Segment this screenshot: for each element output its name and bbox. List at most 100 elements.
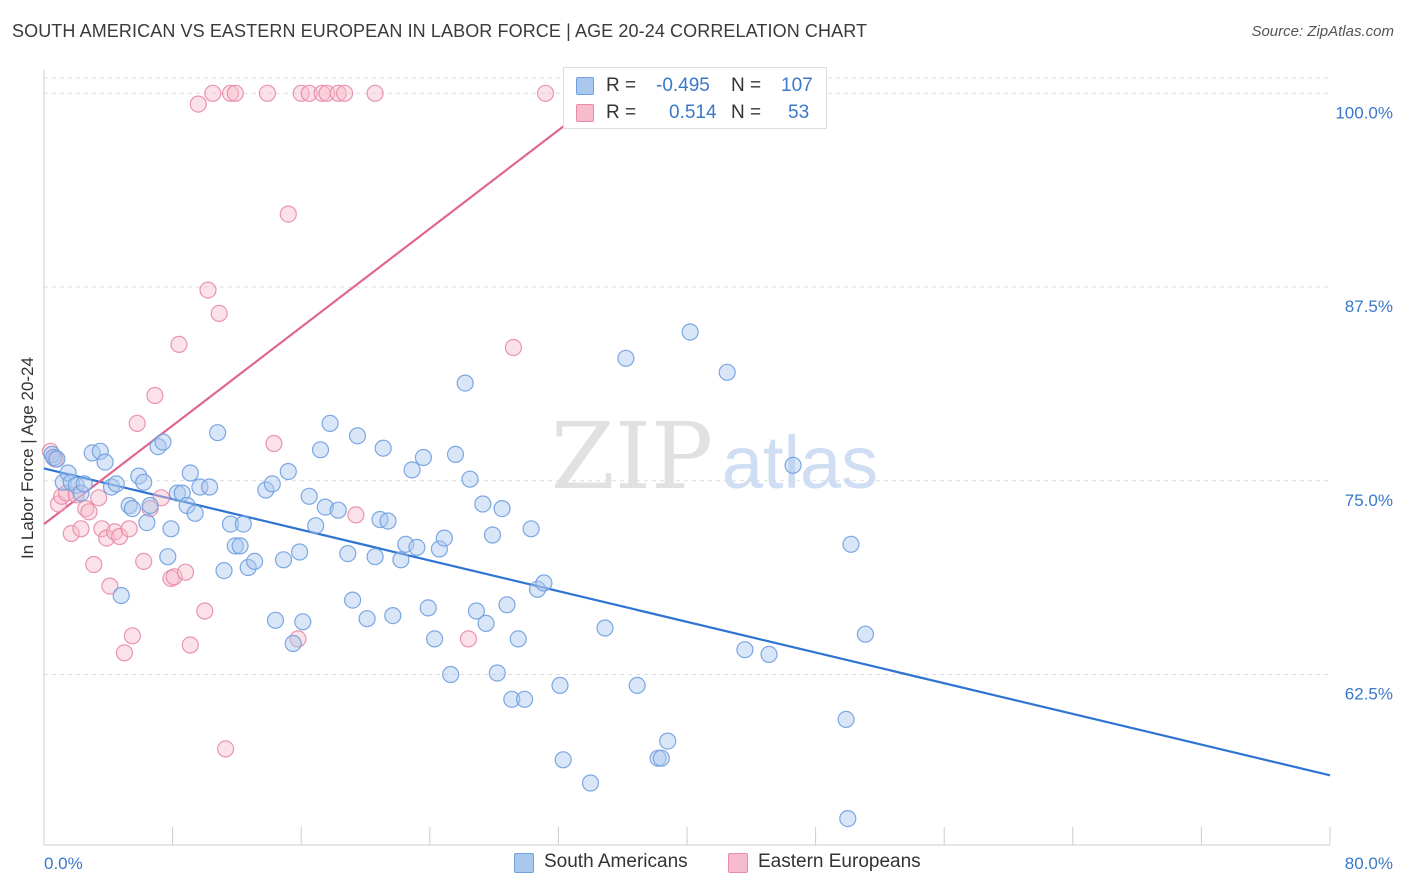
eastern-european-point bbox=[279, 205, 297, 223]
eastern-european-point bbox=[115, 644, 134, 662]
south-american-point bbox=[284, 634, 302, 653]
south-american-point bbox=[112, 586, 130, 605]
south-american-point bbox=[509, 630, 527, 648]
eastern-european-point bbox=[210, 304, 228, 322]
south-american-point bbox=[138, 513, 156, 532]
south-american-point bbox=[123, 500, 141, 518]
south-american-point bbox=[294, 613, 312, 631]
south-american-point bbox=[59, 464, 77, 482]
eastern-european-point bbox=[217, 740, 235, 758]
south-american-point bbox=[384, 606, 402, 625]
eastern-european-point bbox=[120, 520, 138, 538]
legend-swatch-eastern-europeans bbox=[576, 104, 594, 122]
south-american-point bbox=[430, 540, 448, 558]
y-tick-label: 75.0% bbox=[1345, 491, 1393, 510]
south-american-point bbox=[652, 749, 670, 767]
south-american-point bbox=[488, 664, 506, 682]
eastern-european-point bbox=[90, 489, 108, 507]
south-american-point bbox=[300, 487, 318, 505]
south-american-point bbox=[181, 464, 199, 482]
south-american-point bbox=[257, 481, 275, 499]
points-layer bbox=[41, 84, 875, 828]
south-american-point bbox=[551, 676, 569, 695]
eastern-european-point bbox=[329, 84, 347, 102]
south-american-point bbox=[528, 580, 547, 598]
south-american-point bbox=[226, 537, 244, 555]
south-american-point bbox=[467, 602, 485, 620]
south-american-point bbox=[149, 438, 167, 456]
south-american-point bbox=[442, 665, 460, 684]
eastern-european-point bbox=[347, 506, 365, 524]
eastern-european-point bbox=[176, 563, 195, 581]
south-american-point bbox=[760, 645, 778, 664]
eastern-european-point bbox=[181, 636, 199, 654]
y-axis-label: In Labor Force | Age 20-24 bbox=[18, 357, 37, 559]
eastern-european-point bbox=[106, 523, 124, 541]
eastern-european-point bbox=[146, 386, 164, 405]
south-american-point bbox=[581, 774, 600, 792]
south-american-point bbox=[191, 478, 209, 496]
south-american-point bbox=[366, 548, 384, 566]
south-american-point bbox=[477, 614, 495, 633]
south-american-point bbox=[498, 596, 516, 614]
south-american-point bbox=[321, 414, 339, 432]
south-american-point bbox=[329, 501, 347, 519]
south-american-point bbox=[554, 751, 572, 769]
south-american-point bbox=[263, 475, 281, 493]
south-american-point bbox=[75, 475, 93, 493]
south-american-point bbox=[842, 535, 860, 553]
eastern-european-point bbox=[80, 503, 98, 521]
south-american-point bbox=[456, 374, 474, 392]
south-american-point bbox=[209, 424, 227, 442]
south-american-point bbox=[403, 461, 421, 479]
eastern-european-point bbox=[170, 335, 188, 353]
south-american-point bbox=[62, 473, 80, 491]
south-american-point bbox=[316, 498, 334, 516]
south-american-point bbox=[535, 574, 553, 592]
south-american-point bbox=[120, 496, 138, 515]
eastern-european-point bbox=[135, 552, 153, 571]
south-american-point bbox=[239, 558, 257, 577]
eastern-european-point bbox=[265, 434, 283, 453]
south-american-point bbox=[274, 551, 293, 569]
south-american-point bbox=[718, 363, 736, 381]
south-american-point bbox=[493, 500, 511, 518]
south-american-point bbox=[141, 496, 159, 515]
eastern-european-point bbox=[204, 84, 222, 102]
eastern-european-point bbox=[504, 338, 523, 357]
south-american-point bbox=[246, 552, 264, 571]
south-american-point bbox=[221, 515, 240, 533]
trend-layer bbox=[43, 92, 1331, 777]
eastern-european-point bbox=[366, 84, 384, 102]
legend-r-value: -0.495 bbox=[656, 75, 710, 96]
south-american-point bbox=[159, 548, 177, 566]
eastern-european-point bbox=[221, 84, 240, 102]
eastern-european-point bbox=[189, 95, 207, 113]
x-tick-label-min: 0.0% bbox=[44, 854, 83, 873]
eastern-europeans-trend-line bbox=[43, 92, 608, 525]
south-american-point bbox=[186, 504, 204, 522]
legend-swatch-south-americans bbox=[514, 853, 534, 873]
south-american-point bbox=[461, 470, 479, 488]
south-american-point bbox=[617, 349, 635, 367]
legend-swatch-eastern-europeans bbox=[728, 853, 748, 873]
eastern-european-point bbox=[93, 520, 111, 538]
south-american-point bbox=[215, 561, 233, 580]
south-american-point bbox=[856, 625, 875, 643]
south-american-point bbox=[736, 641, 754, 659]
eastern-european-point bbox=[289, 630, 307, 648]
source-label: Source: ZipAtlas.com bbox=[1251, 23, 1394, 40]
stats-legend: R = -0.495 N = 107 R = 0.514 N = 53 bbox=[563, 67, 827, 129]
south-american-point bbox=[474, 495, 492, 513]
south-american-point bbox=[102, 478, 121, 496]
south-american-point bbox=[154, 433, 172, 451]
south-american-point bbox=[414, 448, 432, 467]
south-american-point bbox=[234, 515, 252, 533]
eastern-european-point bbox=[300, 84, 318, 102]
south-american-point bbox=[201, 478, 219, 496]
south-american-point bbox=[96, 453, 114, 471]
south-american-point bbox=[659, 732, 677, 750]
eastern-european-point bbox=[196, 602, 214, 620]
south-american-point bbox=[307, 517, 325, 535]
